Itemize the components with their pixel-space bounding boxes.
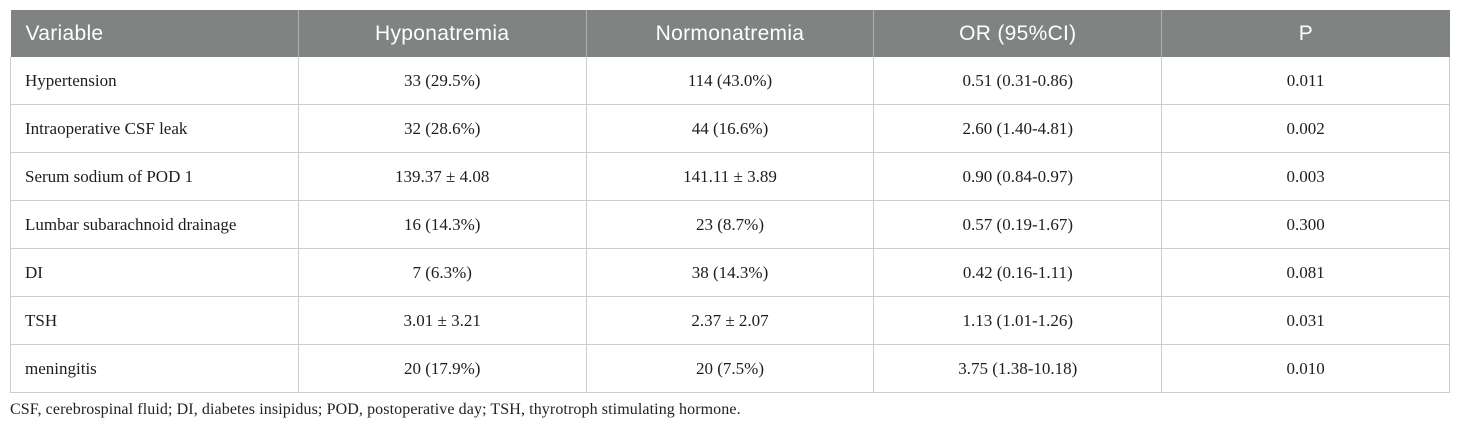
table-row: TSH 3.01 ± 3.21 2.37 ± 2.07 1.13 (1.01-1.26…: [10, 296, 1450, 345]
table-row: meningitis 20 (17.9%) 20 (7.5%) 3.75 (1.38-…: [10, 344, 1450, 393]
table-row: Hypertension 33 (29.5%) 114 (43.0%) 0.51 (0…: [10, 57, 1450, 105]
table-cell: 1.13 (1.01-1.26): [873, 296, 1163, 345]
table-cell: 2.37 ± 2.07: [585, 296, 875, 345]
column-header-hyponatremia: Hyponatremia: [298, 10, 587, 57]
table-cell: 2.60 (1.40-4.81): [873, 104, 1163, 153]
table-cell: 0.57 (0.19-1.67): [873, 200, 1163, 249]
column-header-p: P: [1161, 10, 1450, 57]
table-cell: 20 (7.5%): [585, 344, 875, 393]
table-cell: 33 (29.5%): [297, 57, 587, 105]
table-footnote: CSF, cerebrospinal fluid; DI, diabetes i…: [10, 401, 741, 418]
table-cell: 0.90 (0.84-0.97): [873, 152, 1163, 201]
row-variable-label: TSH: [10, 296, 299, 345]
table-cell: 0.011: [1161, 57, 1450, 105]
table-row: Serum sodium of POD 1 139.37 ± 4.08 141.11…: [10, 152, 1450, 201]
table-body: Hypertension 33 (29.5%) 114 (43.0%) 0.51 (0…: [10, 57, 1450, 393]
statistics-table: Variable Hyponatremia Normonatremia OR (95%…: [10, 10, 1450, 393]
table-cell: 0.002: [1161, 104, 1450, 153]
column-header-variable: Variable: [10, 10, 299, 57]
table-cell: 141.11 ± 3.89: [585, 152, 875, 201]
table-cell: 23 (8.7%): [585, 200, 875, 249]
table-cell: 139.37 ± 4.08: [297, 152, 587, 201]
column-header-or-95-ci: OR (95%CI): [873, 10, 1163, 57]
table-header: Variable Hyponatremia Normonatremia OR (95%…: [10, 10, 1450, 57]
table-cell: 3.75 (1.38-10.18): [873, 344, 1163, 393]
table-cell: 38 (14.3%): [585, 248, 875, 297]
table-header-row: Variable Hyponatremia Normonatremia OR (95%…: [10, 10, 1450, 57]
table-cell: 3.01 ± 3.21: [297, 296, 587, 345]
table-cell: 0.42 (0.16-1.11): [873, 248, 1163, 297]
table-cell: 32 (28.6%): [297, 104, 587, 153]
row-variable-label: Intraoperative CSF leak: [10, 104, 299, 153]
row-variable-label: Hypertension: [10, 57, 299, 105]
table-row: DI 7 (6.3%) 38 (14.3%) 0.42 (0.16-1.11) 0.08…: [10, 248, 1450, 297]
table-row: Intraoperative CSF leak 32 (28.6%) 44 (16.…: [10, 104, 1450, 153]
row-variable-label: Lumbar subarachnoid drainage: [10, 200, 299, 249]
table-cell: 0.081: [1161, 248, 1450, 297]
row-variable-label: Serum sodium of POD 1: [10, 152, 299, 201]
table-cell: 7 (6.3%): [297, 248, 587, 297]
statistics-table-container: Variable Hyponatremia Normonatremia OR (95%…: [10, 10, 1450, 419]
column-header-normonatremia: Normonatremia: [586, 10, 875, 57]
table-cell: 44 (16.6%): [585, 104, 875, 153]
table-cell: 114 (43.0%): [585, 57, 875, 105]
table-cell: 0.300: [1161, 200, 1450, 249]
table-cell: 16 (14.3%): [297, 200, 587, 249]
table-cell: 0.51 (0.31-0.86): [873, 57, 1163, 105]
table-cell: 20 (17.9%): [297, 344, 587, 393]
row-variable-label: DI: [10, 248, 299, 297]
table-cell: 0.031: [1161, 296, 1450, 345]
table-cell: 0.010: [1161, 344, 1450, 393]
table-cell: 0.003: [1161, 152, 1450, 201]
table-row: Lumbar subarachnoid drainage 16 (14.3%) 23…: [10, 200, 1450, 249]
row-variable-label: meningitis: [10, 344, 299, 393]
